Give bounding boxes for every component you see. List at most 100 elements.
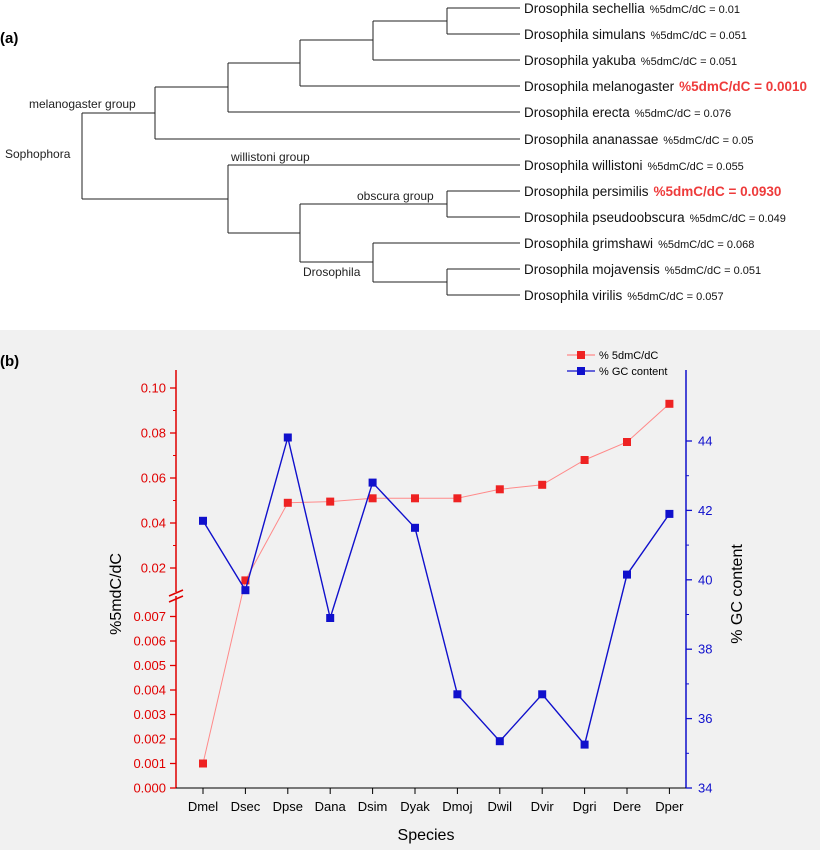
x-axis-ticks: Dmel Dsec Dpse Dana Dsim Dyak Dmoj Dwil Dvir Dgri… <box>188 788 684 814</box>
tip-methylation-value: %5dmC/dC = 0.055 <box>648 161 744 173</box>
left-tick-label: 0.06 <box>141 471 166 486</box>
right-tick-label: 40 <box>698 572 712 587</box>
tree-tips: Drosophila sechellia %5dmC/dC = 0.01 Droso… <box>524 1 807 303</box>
gc-content-point <box>283 433 292 442</box>
tree-branches <box>81 7 520 296</box>
x-tick-label: Dvir <box>531 799 555 814</box>
series-layer <box>199 399 674 768</box>
tip-methylation-value: %5dmC/dC = 0.068 <box>658 239 754 251</box>
methylation-point <box>453 494 462 503</box>
methylation-point <box>495 485 504 494</box>
x-tick-label: Dsec <box>231 799 261 814</box>
left-tick-label: 0.08 <box>141 426 166 441</box>
right-axis-title: % GC content <box>729 544 746 644</box>
left-tick-label: 0.10 <box>141 381 166 396</box>
tip-species-name: Drosophila erecta <box>524 105 630 120</box>
right-axis-ticks: 34 36 38 40 42 44 <box>686 434 712 796</box>
x-tick-label: Dpse <box>273 799 303 814</box>
series-line-methylation <box>202 403 670 764</box>
tip-methylation-value: %5dmC/dC = 0.05 <box>663 135 753 147</box>
gc-content-point <box>241 586 250 595</box>
left-tick-label: 0.005 <box>133 658 166 673</box>
left-tick-label: 0.003 <box>133 707 166 722</box>
methylation-point <box>538 480 547 489</box>
right-tick-label: 44 <box>698 434 712 449</box>
x-tick-label: Dana <box>315 799 347 814</box>
tip-species-name: Drosophila willistoni <box>524 158 643 173</box>
right-tick-label: 38 <box>698 642 712 657</box>
tip-species-name: Drosophila virilis <box>524 288 623 303</box>
gc-content-point <box>623 570 631 579</box>
tip-species-name: Drosophila pseudoobscura <box>524 210 685 225</box>
x-tick-label: Dgri <box>573 799 597 814</box>
tip-species-name: Drosophila simulans <box>524 27 646 42</box>
left-tick-label: 0.04 <box>141 516 166 531</box>
methylation-point <box>283 498 292 507</box>
tip-methylation-value: %5dmC/dC = 0.0010 <box>679 79 807 94</box>
x-tick-label: Dmel <box>188 799 218 814</box>
legend-marker <box>577 351 585 359</box>
methylation-point <box>199 759 207 768</box>
right-axis: 34 36 38 40 42 44 % GC content <box>685 370 746 796</box>
methylation-point <box>411 494 419 503</box>
dual-axis-line-chart: (b) 0.0000.0010.0020.0030.0040.0050.0060… <box>0 350 746 844</box>
left-tick-label: 0.000 <box>133 781 166 796</box>
tip-species-name: Drosophila mojavensis <box>524 262 660 277</box>
series-line-gc-content <box>202 437 670 747</box>
gc-content-point <box>368 478 377 487</box>
phylogenetic-tree: (a) melanogaster group Sophophora willis… <box>0 1 807 303</box>
chart-panel: (b) 0.000 0.001 0.002 0.003 0.004 0.005 0.006 0… <box>0 330 820 850</box>
left-tick-label: 0.002 <box>133 732 166 747</box>
left-tick-label: 0.007 <box>133 609 166 624</box>
left-tick-label: 0.004 <box>133 683 166 698</box>
x-axis-title: Species <box>398 827 455 844</box>
legend: % 5dmC/dC % GC content <box>567 350 667 378</box>
tip-species-name: Drosophila grimshawi <box>524 236 653 251</box>
gc-content-point <box>199 516 207 525</box>
left-tick-label: 0.006 <box>133 634 166 649</box>
tip-methylation-value: %5dmC/dC = 0.051 <box>665 265 761 277</box>
axis-break-mark <box>168 589 184 603</box>
methylation-point <box>241 576 250 585</box>
legend-marker <box>577 367 585 375</box>
tip-species-name: Drosophila yakuba <box>524 53 636 68</box>
x-tick-label: Dper <box>655 799 684 814</box>
right-tick-label: 42 <box>698 503 712 518</box>
x-tick-label: Dwil <box>488 799 513 814</box>
tip-methylation-value: %5dmC/dC = 0.0930 <box>654 184 782 199</box>
tip-species-name: Drosophila sechellia <box>524 1 645 16</box>
clade-label-willistoni: willistoni group <box>230 150 310 164</box>
gc-content-point <box>411 523 419 532</box>
right-tick-label: 36 <box>698 711 712 726</box>
left-axis: 0.000 0.001 0.002 0.003 0.004 0.005 0.006 0.007… <box>108 370 184 796</box>
methylation-point <box>623 438 631 446</box>
x-tick-label: Dere <box>613 799 641 814</box>
gc-content-point <box>665 509 674 518</box>
legend-label: % GC content <box>599 366 667 378</box>
methylation-point <box>665 399 674 408</box>
panel-b-label: (b) <box>0 353 19 370</box>
clade-label-obscura: obscura group <box>357 189 434 203</box>
clade-label-sophophora: Sophophora <box>5 147 71 161</box>
gc-content-point <box>580 740 589 749</box>
gc-content-point <box>538 690 547 699</box>
tip-methylation-value: %5dmC/dC = 0.076 <box>635 108 731 120</box>
gc-content-point <box>495 737 504 746</box>
tip-species-name: Drosophila ananassae <box>524 132 658 147</box>
left-tick-label: 0.02 <box>141 561 166 576</box>
tip-species-name: Drosophila persimilis <box>524 184 649 199</box>
x-tick-label: Dyak <box>400 799 430 814</box>
tip-methylation-value: %5dmC/dC = 0.057 <box>627 291 723 303</box>
tip-species-name: Drosophila melanogaster <box>524 79 675 94</box>
tip-methylation-value: %5dmC/dC = 0.051 <box>651 30 747 42</box>
tip-methylation-value: %5dmC/dC = 0.01 <box>650 4 740 16</box>
right-tick-label: 34 <box>698 781 712 796</box>
clade-label-drosophila: Drosophila <box>303 265 361 279</box>
left-axis-ticks: 0.000 0.001 0.002 0.003 0.004 0.005 0.006 0.007… <box>133 381 176 796</box>
legend-label: % 5dmC/dC <box>599 350 658 362</box>
left-tick-label: 0.001 <box>133 756 166 771</box>
x-tick-label: Dmoj <box>442 799 472 814</box>
x-axis: Dmel Dsec Dpse Dana Dsim Dyak Dmoj Dwil Dvir Dgri… <box>176 787 686 844</box>
methylation-point <box>326 497 335 506</box>
methylation-point <box>368 494 377 503</box>
